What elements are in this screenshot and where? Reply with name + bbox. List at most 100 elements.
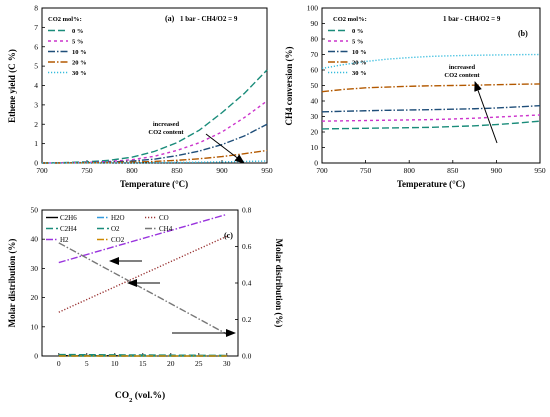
panel-a-ytick-label: 8: [34, 4, 38, 13]
panel-a-condition: 1 bar - CH4/O2 = 9: [180, 15, 238, 23]
panel-a-ytick-label: 1: [34, 139, 38, 148]
panel-a-annotation-line2: CO2 content: [148, 129, 184, 136]
panel-b-ytick-label: 20: [311, 128, 319, 137]
panel-b-series-20: [321, 83, 541, 93]
panel-c-legend-label: CO2: [111, 236, 125, 244]
panel-b-xtick-label: 750: [360, 166, 372, 175]
panel-c-xtick-label: 0: [57, 359, 61, 368]
panel-c-ytick-right-label: 0.4: [242, 279, 252, 288]
panel-a-ytick-label: 2: [34, 120, 38, 129]
panel-b-legend-label: 30 %: [352, 70, 367, 77]
panel-a-xtick-label: 850: [171, 166, 183, 175]
panel-c-ytick-label: 50: [31, 206, 39, 215]
panel-c-ytick-label: 10: [31, 322, 39, 331]
panel-c-ylabel-right: Molar distribution (%): [274, 239, 284, 328]
panel-b-ytick-label: 80: [311, 35, 319, 44]
panel-a-ytick-label: 5: [34, 62, 38, 71]
panel-a-xlabel: Temperature (°C): [120, 179, 188, 189]
panel-a-ytick-label: 7: [34, 23, 38, 32]
panel-a-xtick-label: 800: [126, 166, 138, 175]
panel-b-legend-label: 0 %: [352, 28, 363, 35]
panel-c-xtick-label: 5: [85, 359, 89, 368]
panel-a-ytick-label: 6: [34, 42, 38, 51]
panel-b-xtick-label: 950: [534, 166, 546, 175]
panel-c-legend-label: CO: [159, 214, 169, 222]
panel-b-ylabel: CH4 conversion (%): [284, 47, 294, 126]
panel-a-annotation-line1: increased: [153, 121, 180, 128]
panel-c-legend-label: H2: [60, 236, 69, 244]
panel-c-series-c2h4: [58, 353, 227, 357]
panel-c-legend-label: CH4: [159, 225, 173, 233]
panel-c-xtick-label: 30: [223, 359, 231, 368]
panel-b-legend-title: CO2 mol%:: [333, 16, 367, 23]
panel-b-annotation-line2: CO2 content: [444, 72, 480, 79]
panel-a-series-20: [42, 149, 268, 164]
panel-c-legend-label: C2H4: [60, 225, 77, 233]
panel-c-series-co: [58, 235, 228, 313]
panel-a-legend-title: CO2 mol%:: [48, 16, 82, 23]
panel-c-legend-label: C2H6: [60, 214, 77, 222]
panel-a-xtick-label: 750: [81, 166, 93, 175]
panel-c-ytick-label: 30: [31, 264, 39, 273]
panel-c-molar-distribution: 0 5 10 15 20 25 30 0 10 20 30 40 50 0.0 0.2 0.4 0.6 0.8 C…: [7, 206, 284, 404]
panel-b-ytick-label: 90: [311, 19, 319, 28]
panel-b-condition: 1 bar - CH4/O2 = 9: [443, 15, 501, 23]
panel-c-ytick-label: 40: [31, 235, 39, 244]
panel-b-legend-label: 10 %: [352, 49, 367, 56]
panel-b-arrow: [474, 81, 498, 144]
panel-a-ytick-label: 3: [34, 100, 38, 109]
panel-c-ytick-right-label: 0.2: [242, 315, 252, 324]
panel-b-ytick-label: 60: [311, 66, 319, 75]
panel-a-xtick-label: 700: [36, 166, 48, 175]
panel-c-ytick-right-label: 0.6: [242, 242, 252, 251]
panel-b-series-5: [321, 114, 541, 122]
panel-a-legend-label: 10 %: [72, 49, 87, 56]
panel-a-legend-label: 0 %: [72, 28, 83, 35]
panel-b-ytick-label: 100: [307, 4, 319, 13]
panel-b-label: (b): [518, 29, 528, 38]
panel-b-xtick-label: 900: [491, 166, 503, 175]
panel-b-series-10: [321, 104, 541, 113]
panel-b-xtick-label: 800: [404, 166, 416, 175]
panel-a-legend-label: 5 %: [72, 39, 83, 46]
panel-c-ylabel-left: Molar distribution (%): [7, 239, 17, 328]
panel-c-series-h2: [58, 213, 227, 264]
panel-b-legend-label: 20 %: [352, 60, 367, 67]
panel-b-ytick-label: 50: [311, 81, 319, 90]
panel-a-ytick-label: 4: [34, 81, 38, 90]
panel-b-ytick-label: 70: [311, 50, 319, 59]
panel-c-ytick-label: 20: [31, 293, 39, 302]
panel-c-legend-label: H2O: [111, 214, 125, 222]
panel-c-ytick-label: 0: [34, 352, 38, 361]
panel-b-ch4-conversion: 700 750 800 850 900 950 0 10 20 30 40 50 60 70 80 90 100…: [284, 4, 546, 190]
panel-b-ytick-label: 30: [311, 112, 319, 121]
panel-c-xlabel: CO2 (vol.%): [115, 390, 165, 404]
panel-a-arrow: [205, 133, 245, 164]
panel-c-xtick-label: 25: [195, 359, 203, 368]
panel-b-series-30: [321, 53, 541, 70]
panel-a-series-0: [41, 69, 268, 164]
panel-c-series-ch4: [58, 242, 228, 335]
panel-c-label: (c): [224, 231, 233, 240]
panel-b-annotation-line1: increased: [449, 64, 476, 71]
panel-a-xtick-label: 950: [261, 166, 273, 175]
panel-a-legend-label: 30 %: [72, 70, 87, 77]
panel-c-xtick-label: 10: [111, 359, 119, 368]
panel-a-ethene-yield: 700 750 800 850 900 950 0 1 2 3 4 5 6 7 8 (a) 1 bar - …: [7, 4, 273, 190]
panel-a-legend-label: 20 %: [72, 60, 87, 67]
panel-c-ytick-right-label: 0.0: [242, 352, 252, 361]
panel-b-series-0: [321, 120, 541, 130]
panel-a-xtick-label: 900: [216, 166, 228, 175]
panel-a-label: (a): [165, 14, 175, 23]
panel-b-xlabel: Temperature (°C): [397, 179, 465, 189]
panel-b-ytick-label: 10: [311, 143, 319, 152]
panel-c-xtick-label: 20: [167, 359, 175, 368]
panel-c-xtick-label: 15: [139, 359, 147, 368]
panel-b-ytick-label: 0: [314, 159, 318, 168]
panel-b-legend-label: 5 %: [352, 39, 363, 46]
panel-a-ylabel: Ethene yield (C %): [7, 49, 17, 123]
panel-a-ytick-label: 0: [34, 159, 38, 168]
panel-b-xtick-label: 850: [447, 166, 459, 175]
panel-b-ytick-label: 40: [311, 97, 319, 106]
